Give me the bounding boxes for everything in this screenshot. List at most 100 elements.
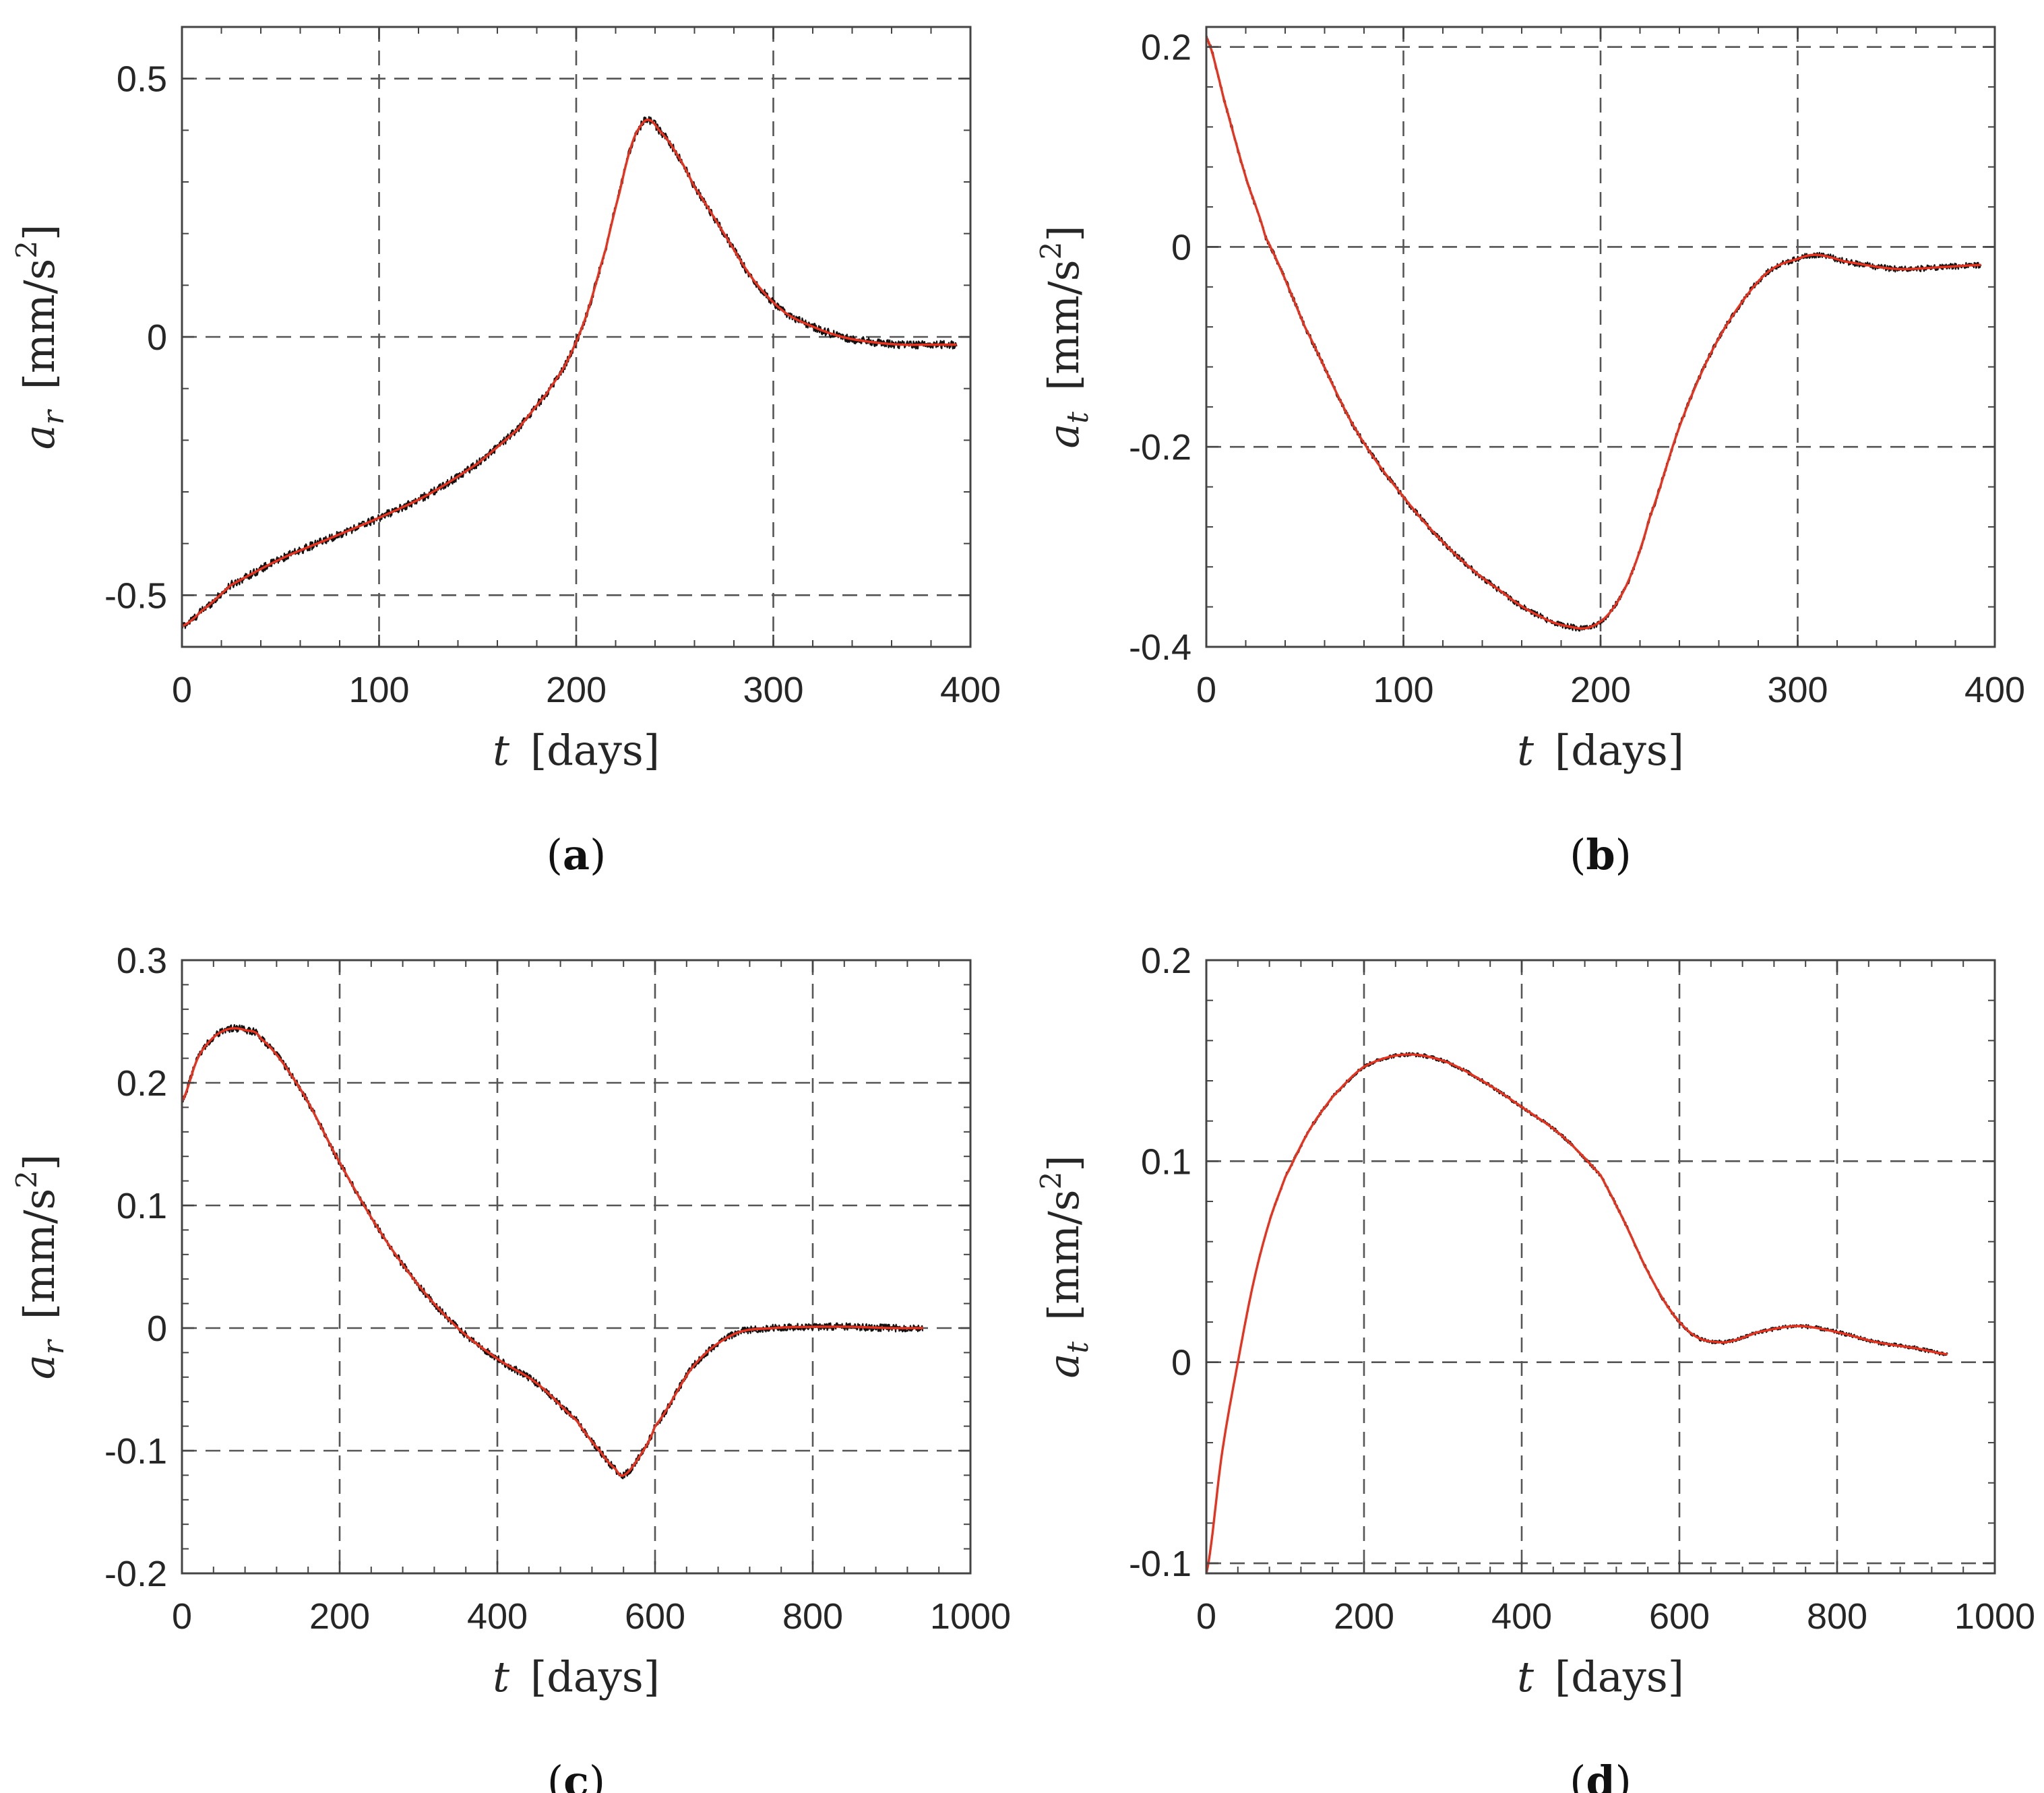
x-axis-symbol: t bbox=[493, 726, 509, 775]
panel-label: (a) bbox=[547, 830, 607, 879]
x-tick-label: 600 bbox=[625, 1596, 685, 1637]
y-tick-label: -0.5 bbox=[104, 575, 167, 616]
y-tick-label: 0.2 bbox=[117, 1063, 167, 1104]
panel-label: (d) bbox=[1570, 1757, 1632, 1793]
grid bbox=[182, 27, 970, 647]
y-axis-symbol: a bbox=[15, 1354, 64, 1379]
x-tick-label: 0 bbox=[172, 670, 192, 710]
x-tick-label: 400 bbox=[1964, 670, 2025, 710]
x-axis-symbol: t bbox=[493, 1652, 509, 1701]
y-axis-unit-superscript: 2 bbox=[10, 1170, 43, 1189]
y-tick-label: 0.3 bbox=[117, 941, 167, 981]
y-tick-label: 0.1 bbox=[117, 1186, 167, 1226]
axes-box bbox=[1205, 959, 1996, 1575]
y-tick-label: 0 bbox=[147, 317, 167, 358]
y-axis-unit-close: ] bbox=[15, 1154, 64, 1170]
panel-label-open: ( bbox=[1570, 1757, 1586, 1793]
y-axis-unit-close: ] bbox=[1039, 1155, 1088, 1171]
major-ticks bbox=[181, 959, 972, 1575]
grid bbox=[1206, 27, 1995, 647]
y-axis-symbol: a bbox=[15, 424, 64, 449]
panel-label: (b) bbox=[1570, 830, 1632, 879]
x-axis-space bbox=[1534, 726, 1555, 775]
x-axis-unit: [days] bbox=[530, 1652, 660, 1701]
y-axis-unit-superscript: 2 bbox=[1034, 1172, 1067, 1190]
x-axis-unit: [days] bbox=[1555, 1652, 1684, 1701]
panel-a: 0 100 200 300 400 -0.5 0 0.5 t [days] ar [mm/s2] (… bbox=[10, 26, 1001, 879]
panel-label-open: ( bbox=[1570, 830, 1586, 879]
x-axis-space bbox=[509, 1652, 530, 1701]
panel-label-letter: d bbox=[1586, 1757, 1615, 1793]
x-tick-label: 0 bbox=[1196, 670, 1216, 710]
x-tick-label: 0 bbox=[172, 1596, 192, 1637]
y-tick-label: 0.1 bbox=[1141, 1141, 1191, 1182]
x-axis-label: t [days] bbox=[493, 726, 660, 775]
grid bbox=[1206, 960, 1995, 1573]
model-curve bbox=[181, 119, 957, 627]
y-axis-label: at [mm/s2] bbox=[1034, 225, 1095, 448]
y-axis-space bbox=[15, 389, 64, 410]
x-tick-label: 600 bbox=[1649, 1596, 1710, 1637]
y-tick-label: -0.1 bbox=[1129, 1544, 1191, 1584]
x-axis-space bbox=[509, 726, 530, 775]
y-tick-label: -0.1 bbox=[104, 1431, 167, 1472]
x-axis-unit: [days] bbox=[530, 726, 660, 775]
major-ticks bbox=[1205, 959, 1996, 1573]
y-axis-label: ar [mm/s2] bbox=[10, 1154, 71, 1379]
y-axis-subscript: r bbox=[36, 1338, 71, 1354]
y-tick-label: -0.2 bbox=[104, 1554, 167, 1594]
x-tick-label: 1000 bbox=[1954, 1596, 2035, 1637]
major-ticks bbox=[181, 27, 972, 647]
y-tick-label: 0.2 bbox=[1141, 28, 1191, 68]
x-axis-label: t [days] bbox=[493, 1652, 660, 1701]
x-axis-label: t [days] bbox=[1517, 726, 1684, 775]
x-tick-label: 300 bbox=[743, 670, 803, 710]
x-axis-unit: [days] bbox=[1555, 726, 1684, 775]
y-axis-unit-close: ] bbox=[15, 224, 64, 241]
y-tick-label: -0.2 bbox=[1129, 427, 1191, 468]
panel-label-close: ) bbox=[590, 830, 606, 879]
y-axis-subscript: r bbox=[36, 408, 71, 424]
x-tick-label: 100 bbox=[1373, 670, 1433, 710]
y-axis-subscript: t bbox=[1061, 412, 1095, 424]
y-axis-unit: [mm/s bbox=[15, 259, 64, 389]
y-tick-label: 0 bbox=[1171, 227, 1191, 268]
panel-d: 0 200 400 600 800 1000-0.100.10.2t [days]at [… bbox=[1034, 941, 2035, 1793]
model-curve bbox=[181, 1027, 923, 1477]
y-axis-unit-superscript: 2 bbox=[10, 241, 43, 259]
model-curve bbox=[1205, 1053, 1948, 1574]
y-axis-unit: [mm/s bbox=[1039, 1189, 1088, 1320]
y-axis-symbol: a bbox=[1039, 1354, 1088, 1379]
y-tick-label: -0.4 bbox=[1129, 627, 1191, 668]
x-tick-label: 300 bbox=[1767, 670, 1828, 710]
panel-label-close: ) bbox=[1615, 1757, 1632, 1793]
plot-area bbox=[182, 960, 970, 1573]
panel-label-letter: c bbox=[563, 1757, 589, 1793]
x-tick-label: 200 bbox=[1334, 1596, 1394, 1637]
x-tick-label: 0 bbox=[1196, 1596, 1216, 1637]
x-tick-label: 400 bbox=[467, 1596, 528, 1637]
y-axis-space bbox=[1039, 1321, 1088, 1342]
panel-label-open: ( bbox=[547, 830, 563, 879]
x-tick-label: 200 bbox=[546, 670, 607, 710]
panel-label-close: ) bbox=[589, 1757, 605, 1793]
x-tick-label: 400 bbox=[940, 670, 1001, 710]
y-tick-label: 0.5 bbox=[117, 59, 167, 100]
x-tick-label: 100 bbox=[348, 670, 409, 710]
plot-area bbox=[1206, 960, 1995, 1573]
x-axis-symbol: t bbox=[1517, 1652, 1534, 1701]
y-tick-label: 0 bbox=[147, 1309, 167, 1349]
panel-label-close: ) bbox=[1615, 830, 1632, 879]
y-axis-symbol: a bbox=[1039, 424, 1088, 449]
axes-box bbox=[181, 959, 972, 1575]
panel-label-open: ( bbox=[547, 1757, 563, 1793]
x-tick-label: 800 bbox=[782, 1596, 843, 1637]
x-axis-label: t [days] bbox=[1517, 1652, 1684, 1701]
y-axis-label: at [mm/s2] bbox=[1034, 1155, 1095, 1378]
y-tick-label: 0.2 bbox=[1141, 941, 1191, 981]
y-axis-subscript: t bbox=[1061, 1342, 1095, 1354]
grid bbox=[182, 960, 970, 1573]
y-axis-space bbox=[1039, 391, 1088, 412]
y-tick-label: 0 bbox=[1171, 1343, 1191, 1383]
